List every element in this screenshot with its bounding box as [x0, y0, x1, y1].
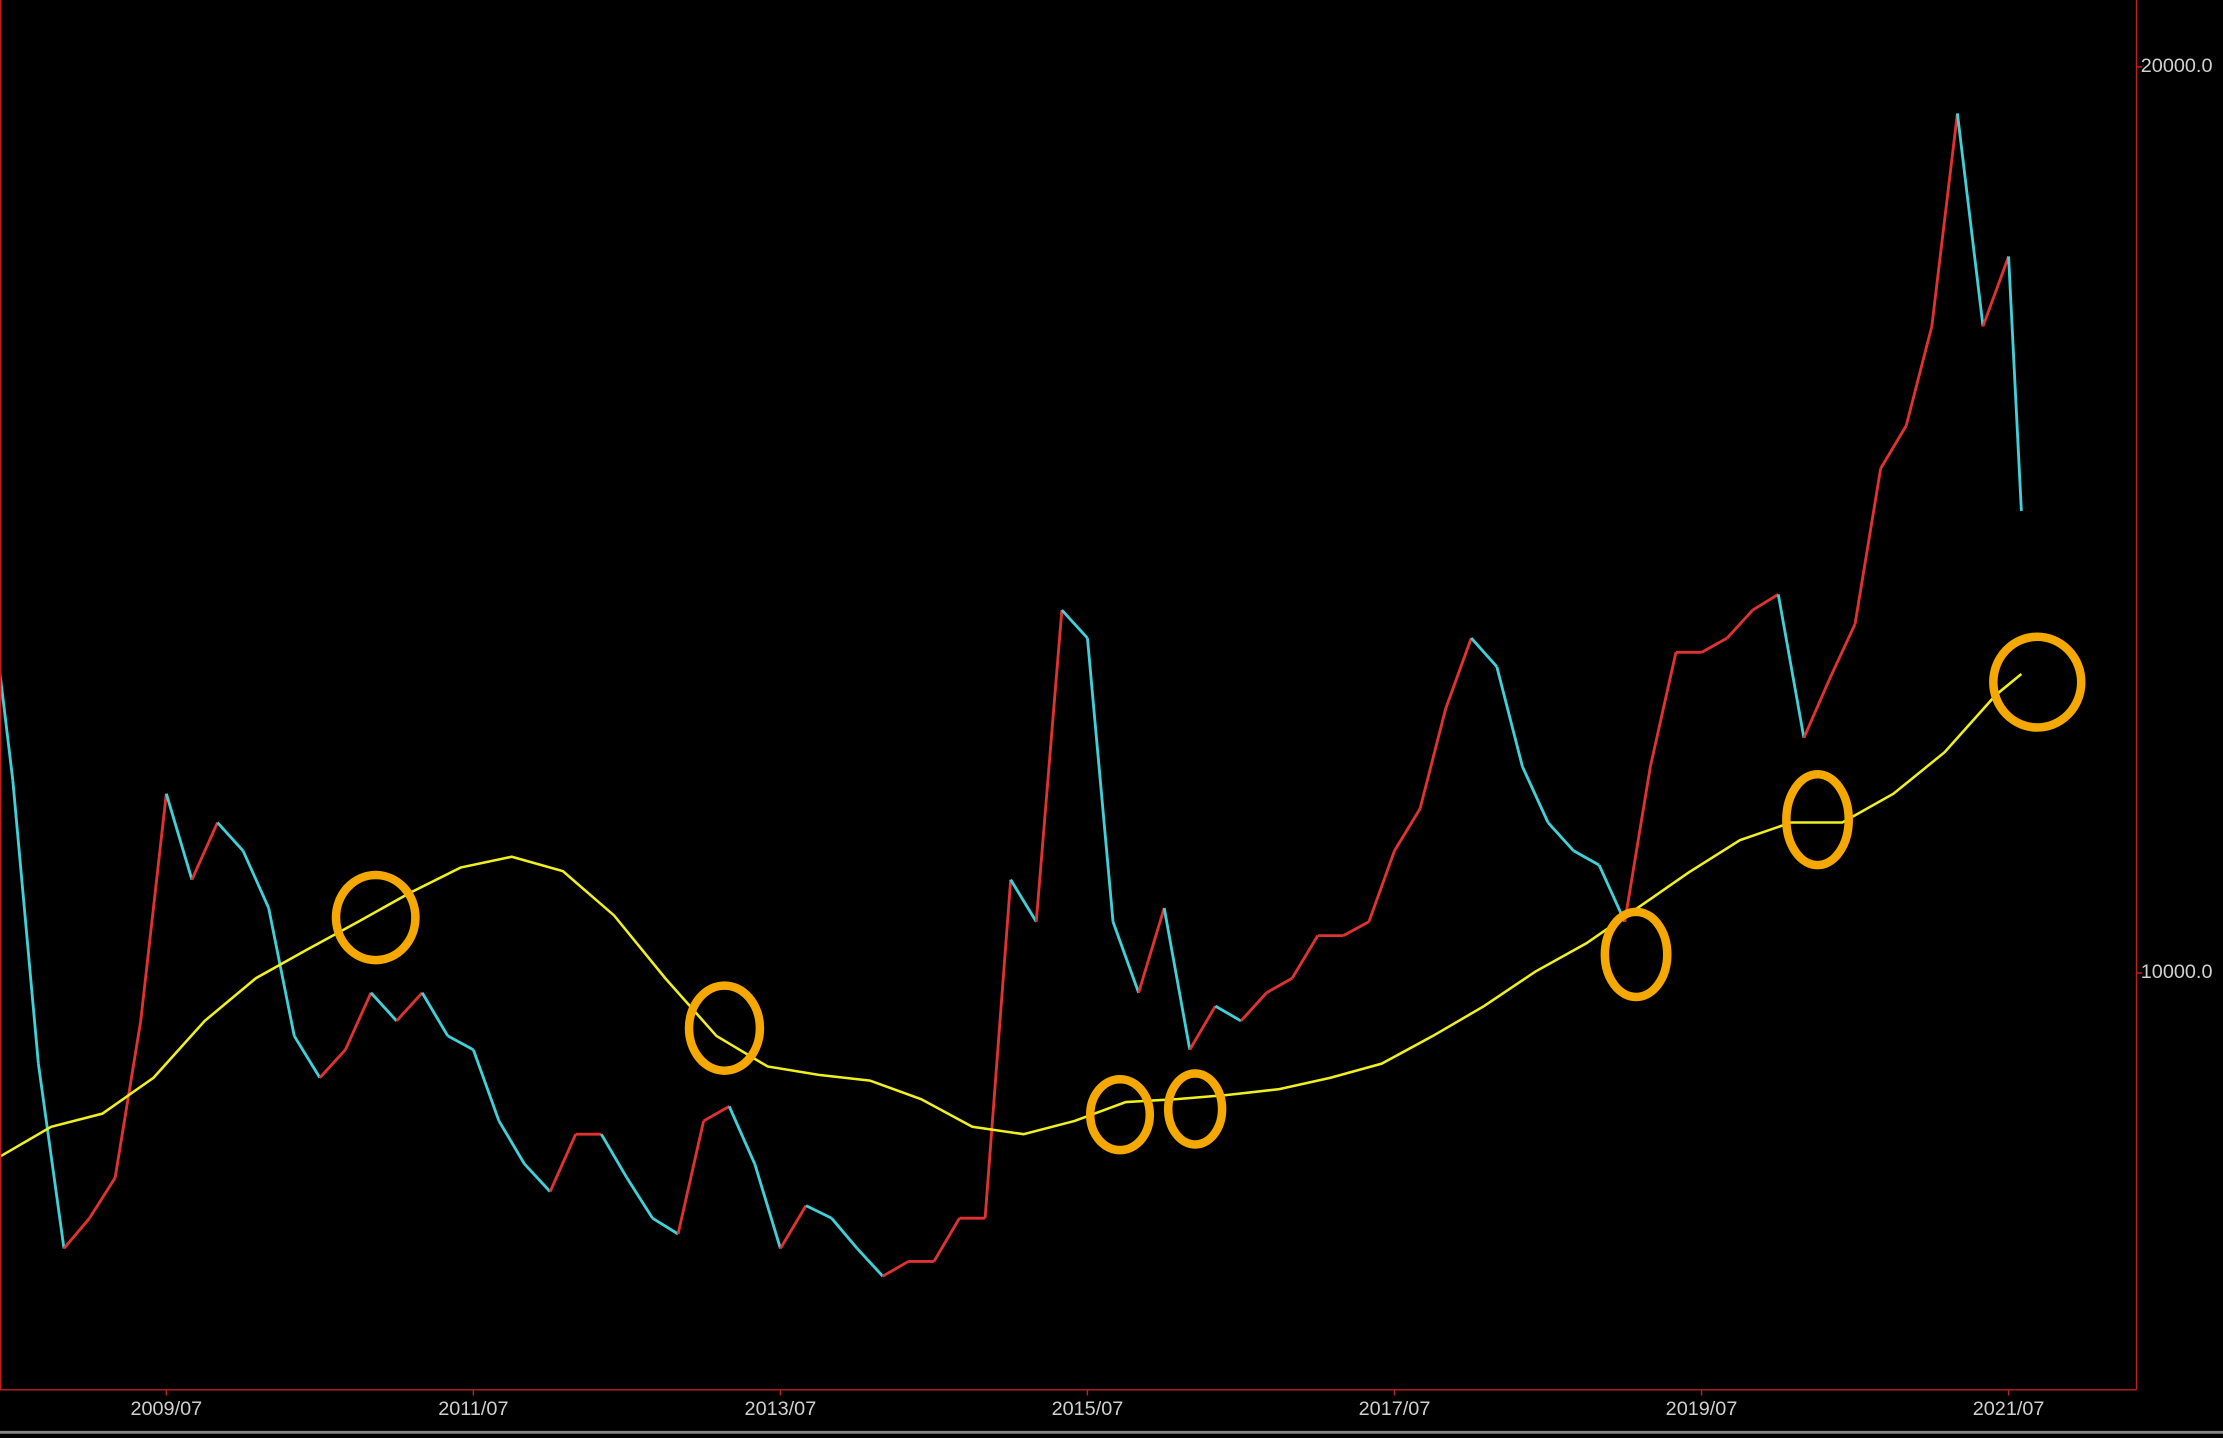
price-segment	[1342, 920, 1370, 937]
price-segment	[600, 1133, 629, 1179]
price-segment	[447, 1034, 475, 1051]
annotation-circles	[331, 632, 2086, 1155]
price-segment	[36, 1063, 66, 1249]
price-segment	[1572, 849, 1600, 867]
price-segment	[2007, 256, 2023, 511]
price-segment	[497, 1120, 526, 1165]
price-segment	[856, 1247, 884, 1278]
price-segment	[1930, 113, 1959, 327]
price-segment	[932, 1217, 961, 1263]
price-segment	[1444, 637, 1473, 710]
price-segment	[318, 1048, 347, 1079]
y-tick-label: 20000.0	[2141, 55, 2213, 77]
x-tick-label: 2015/07	[1052, 1398, 1124, 1420]
price-segment	[293, 1035, 322, 1079]
price-segment	[113, 1020, 143, 1179]
x-tick-label: 2019/07	[1666, 1398, 1738, 1420]
price-segment	[1521, 766, 1550, 824]
price-segment	[1418, 708, 1448, 809]
x-tick-label: 2017/07	[1359, 1398, 1431, 1420]
price-segment	[472, 1049, 501, 1122]
y-tick-label: 10000.0	[2141, 961, 2213, 983]
price-segment	[139, 793, 168, 1022]
x-tick-label: 2009/07	[130, 1398, 202, 1420]
price-segment	[805, 1204, 833, 1220]
price-segment	[216, 821, 245, 852]
price-segment	[1239, 991, 1268, 1022]
price-segment	[1828, 623, 1857, 680]
price-segment	[1648, 652, 1678, 767]
price-segment	[651, 1216, 679, 1236]
price-segment	[395, 991, 424, 1022]
price-segment	[1904, 325, 1934, 426]
price-segment	[1162, 907, 1192, 1050]
price-segment	[702, 1105, 730, 1123]
price-segment	[882, 1260, 910, 1278]
price-segment	[1111, 921, 1140, 994]
price-segment	[1265, 977, 1293, 994]
price-segment	[1367, 850, 1396, 923]
price-segment	[727, 1105, 757, 1165]
price-segment	[1086, 637, 1115, 922]
price-segment	[830, 1217, 859, 1250]
price-segment	[420, 992, 449, 1037]
price-segment	[523, 1163, 552, 1193]
price-segment	[1956, 113, 1985, 327]
price-segment	[1726, 609, 1754, 640]
price-segment	[241, 850, 270, 909]
price-segment	[1060, 609, 1089, 640]
price-segment	[1137, 907, 1166, 994]
price-segment	[1981, 255, 2010, 327]
price-segment	[1470, 637, 1498, 668]
price-segment	[164, 793, 194, 881]
price-segment	[1188, 1005, 1217, 1051]
price-segment	[62, 1217, 91, 1250]
price-segment	[1393, 807, 1422, 852]
price-segment	[1853, 468, 1883, 625]
annotation-circle	[684, 981, 765, 1075]
x-tick-label: 2021/07	[1973, 1398, 2045, 1420]
annotation-circle	[1085, 1074, 1155, 1155]
annotation-circle	[331, 870, 420, 965]
annotation-circle	[1600, 907, 1672, 1002]
price-segment	[1879, 424, 1908, 470]
price-segment	[1214, 1004, 1242, 1023]
price-segment	[1290, 934, 1319, 979]
price-segment	[190, 821, 219, 881]
price-segment	[344, 992, 373, 1051]
plot-area	[0, 113, 2023, 1278]
x-tick-label: 2011/07	[438, 1398, 508, 1420]
x-tick-label: 2013/07	[745, 1398, 817, 1420]
price-segment	[369, 991, 398, 1022]
price-segment	[1700, 636, 1728, 654]
annotation-circle	[1782, 770, 1853, 870]
price-segment	[983, 879, 1013, 1219]
annotation-circle	[1989, 632, 2086, 732]
price-segment	[1546, 821, 1575, 852]
price-segment	[1802, 678, 1831, 739]
price-segment	[11, 779, 40, 1064]
price-segment	[1623, 766, 1652, 922]
price-segment	[1751, 593, 1780, 612]
price-segment	[625, 1177, 654, 1219]
price-segment	[779, 1204, 808, 1250]
price-segment	[753, 1163, 782, 1249]
price-segment	[1009, 878, 1038, 923]
price-segment	[1034, 609, 1064, 922]
price-segment	[548, 1133, 578, 1193]
annotation-circle	[1163, 1069, 1227, 1149]
price-segment	[1495, 666, 1524, 767]
price-segment	[676, 1120, 706, 1235]
price-segment	[0, 661, 15, 781]
price-segment	[88, 1177, 117, 1219]
price-segment	[267, 907, 296, 1037]
price-segment	[1776, 594, 1806, 739]
